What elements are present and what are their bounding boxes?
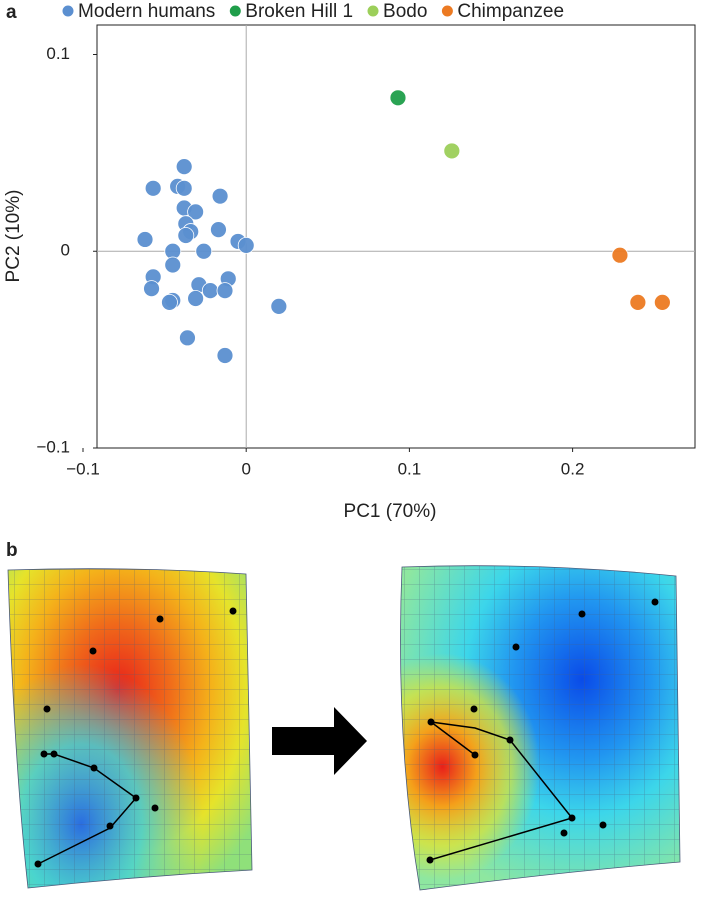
point bbox=[653, 294, 671, 311]
point bbox=[611, 246, 629, 264]
point bbox=[136, 231, 154, 248]
panel-label: b bbox=[6, 540, 18, 561]
point bbox=[177, 227, 195, 244]
arrow bbox=[272, 707, 367, 775]
legend-marker bbox=[61, 4, 75, 18]
point bbox=[187, 203, 205, 221]
point bbox=[195, 242, 213, 260]
point bbox=[216, 347, 234, 364]
point bbox=[270, 297, 288, 315]
x-tick-label: 0.1 bbox=[398, 459, 422, 478]
y-tick-label: 0.1 bbox=[46, 44, 70, 63]
deformation-grid-right bbox=[400, 565, 681, 891]
x-tick-label: 0.2 bbox=[561, 459, 585, 478]
point bbox=[143, 280, 160, 298]
legend-label: Modern humans bbox=[78, 1, 215, 22]
point bbox=[164, 256, 182, 274]
point bbox=[629, 294, 647, 311]
point bbox=[443, 142, 461, 160]
legend-label: Chimpanzee bbox=[457, 1, 564, 22]
point bbox=[211, 187, 229, 205]
y-axis-label: PC2 (10%) bbox=[3, 190, 24, 283]
legend-label: Bodo bbox=[383, 1, 427, 22]
point bbox=[179, 329, 196, 347]
panel-label: a bbox=[6, 2, 17, 23]
point bbox=[389, 89, 407, 107]
point bbox=[175, 179, 193, 197]
legend-label: Broken Hill 1 bbox=[245, 1, 353, 22]
point bbox=[210, 221, 227, 239]
y-tick-label: 0 bbox=[61, 241, 70, 260]
y-tick-label: −0.1 bbox=[36, 437, 70, 456]
point bbox=[175, 158, 193, 176]
legend-marker bbox=[440, 4, 454, 18]
x-tick-label: 0 bbox=[241, 459, 250, 478]
x-tick-label: −0.1 bbox=[66, 459, 100, 478]
point bbox=[216, 282, 234, 300]
plot-frame bbox=[96, 24, 696, 449]
deformation-grid-left bbox=[7, 568, 253, 889]
point bbox=[237, 236, 255, 254]
x-axis-label: PC1 (70%) bbox=[344, 501, 437, 522]
point bbox=[144, 179, 162, 197]
point bbox=[161, 294, 178, 311]
legend-marker bbox=[366, 4, 380, 18]
point bbox=[201, 282, 219, 300]
legend-marker bbox=[228, 4, 242, 18]
point bbox=[187, 290, 205, 307]
